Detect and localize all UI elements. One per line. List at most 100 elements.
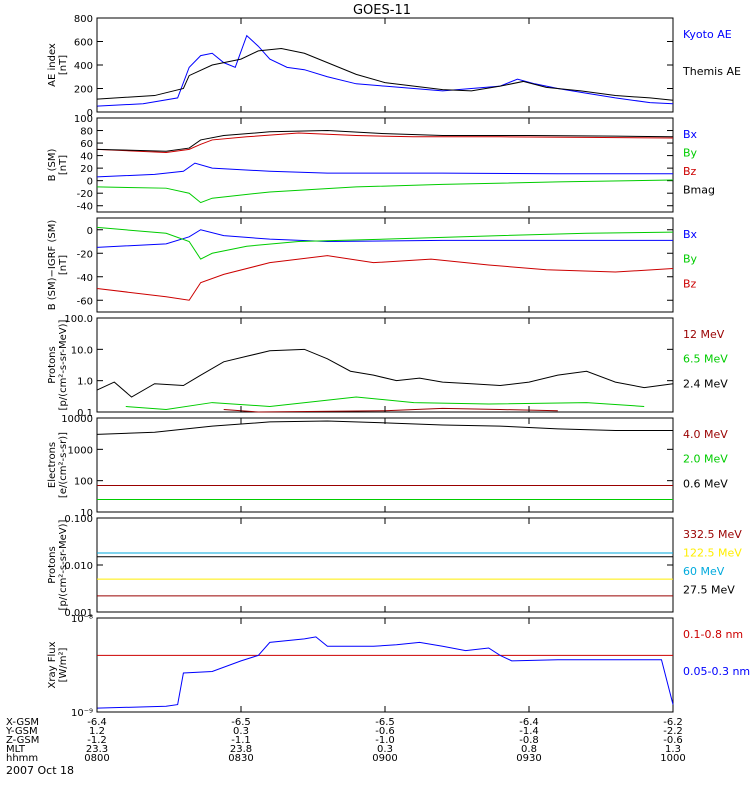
y-tick-label: 60 xyxy=(80,139,93,150)
y-tick-label: 1000 xyxy=(68,445,93,456)
y-axis-label-line: Electrons xyxy=(47,442,58,488)
y-tick-label: -40 xyxy=(77,273,93,284)
x-axis-value: 1000 xyxy=(660,753,685,764)
x-axis-value: -2.2 xyxy=(663,726,683,737)
legend-entry: Kyoto AE xyxy=(683,28,732,41)
panel-electrons: 10 100 1000 10000 Electrons [e/(cm²-s-sr)] 4.0… xyxy=(47,414,728,519)
x-axis-value: 23.8 xyxy=(230,744,252,755)
panel-frame xyxy=(96,117,674,213)
y-tick-label: 10⁻⁹ xyxy=(71,708,93,719)
x-row-label: hhmm xyxy=(6,753,38,764)
legend-entry: Bz xyxy=(683,277,697,290)
panel-ae: 0 200 400 600 800 AE index [nT] Kyoto AE Themis … xyxy=(47,14,741,119)
y-tick-label: 100.0 xyxy=(64,314,93,325)
x-row-label: Z-GSM xyxy=(6,735,39,746)
x-axis-value: -6.4 xyxy=(87,717,107,728)
x-axis-value: -1.1 xyxy=(231,735,251,746)
y-axis-label-line: [W/m²] xyxy=(58,647,69,682)
y-tick-label: 400 xyxy=(74,61,93,72)
y-tick-label: 100 xyxy=(74,114,93,125)
y-axis-label: Xray Flux [W/m²] xyxy=(47,641,69,688)
x-axis-value: -1.0 xyxy=(375,735,395,746)
y-tick-label: 0.010 xyxy=(64,561,93,572)
y-tick-label: 0.1 xyxy=(77,408,93,419)
x-axis-value: -6.2 xyxy=(663,717,683,728)
x-axis-value: 1.3 xyxy=(665,744,681,755)
legend-entry: 12 MeV xyxy=(683,328,725,341)
x-axis-value: 1.2 xyxy=(89,726,105,737)
y-axis-label-line: Protons xyxy=(47,346,58,383)
y-axis-label: B (SM)−IGRF (SM) [nT] xyxy=(47,220,69,311)
y-tick-label: 1.0 xyxy=(77,377,93,388)
legend-entry: 60 MeV xyxy=(683,565,725,578)
y-tick-label: 0.100 xyxy=(64,514,93,525)
y-tick-label: 100 xyxy=(74,477,93,488)
x-axis-value: -1.2 xyxy=(87,735,107,746)
panel-frame xyxy=(96,517,674,613)
y-axis-label: Electrons [e/(cm²-s-sr)] xyxy=(47,432,69,498)
y-tick-label: -60 xyxy=(77,296,93,307)
y-tick-label: 800 xyxy=(74,14,93,25)
x-row-label: MLT xyxy=(6,744,26,755)
x-axis-value: 0800 xyxy=(84,753,109,764)
panel-frame xyxy=(96,17,674,113)
y-tick-label: 0 xyxy=(87,108,93,119)
x-axis-value: -6.5 xyxy=(231,717,251,728)
y-tick-label: -20 xyxy=(77,249,93,260)
series-line-bz xyxy=(96,132,674,153)
panel-frame xyxy=(96,617,674,713)
series-line-2-4-mev xyxy=(96,348,674,398)
y-tick-label: 0 xyxy=(87,226,93,237)
legend-entry: 4.0 MeV xyxy=(683,428,728,441)
y-tick-label: -40 xyxy=(77,202,93,213)
legend-entry: 27.5 MeV xyxy=(683,584,735,597)
legend-entry: Bz xyxy=(683,165,697,178)
series-line-0-05-0-3-nm xyxy=(96,636,674,709)
x-axis-value: 0930 xyxy=(516,753,541,764)
x-axis-value: -0.6 xyxy=(375,726,395,737)
chart-title: GOES-11 xyxy=(353,3,411,18)
y-axis-label-line: [p/(cm²-s-sr-MeV)] xyxy=(58,319,69,410)
legend-entry: 6.5 MeV xyxy=(683,353,728,366)
legend-entry: 332.5 MeV xyxy=(683,528,742,541)
panel-frame xyxy=(96,417,674,513)
y-axis-label-line: AE index xyxy=(47,43,58,87)
legend-entry: Bmag xyxy=(683,184,715,197)
series-line-by xyxy=(96,226,674,260)
date-label: 2007 Oct 18 xyxy=(6,764,74,777)
y-axis-label: Protons [p/(cm²-s-sr-MeV)] xyxy=(47,519,69,610)
y-axis-label: Protons [p/(cm²-s-sr-MeV)] xyxy=(47,319,69,410)
series-line-themis-ae xyxy=(96,48,674,101)
x-axis-value: -6.4 xyxy=(519,717,539,728)
y-tick-label: 200 xyxy=(74,85,93,96)
legend-entry: 2.4 MeV xyxy=(683,377,728,390)
y-tick-label: 40 xyxy=(80,152,93,163)
legend-entry: Bx xyxy=(683,228,698,241)
series-line-bmag xyxy=(96,130,674,152)
y-axis-label-line: B (SM)−IGRF (SM) xyxy=(47,220,58,311)
y-tick-label: 0.001 xyxy=(64,608,93,619)
legend-entry: 0.05-0.3 nm xyxy=(683,665,750,678)
x-axis-labels: X-GSMY-GSMZ-GSMMLThhmm-6.41.2-1.223.3080… xyxy=(5,717,686,764)
x-row-label: X-GSM xyxy=(6,717,39,728)
series-line-by xyxy=(96,179,674,204)
legend-entry: 0.1-0.8 nm xyxy=(683,628,743,641)
y-axis-label-line: Xray Flux xyxy=(47,641,58,688)
y-tick-label: 10⁻⁸ xyxy=(71,614,93,625)
y-tick-label: -20 xyxy=(77,189,93,200)
y-tick-label: 10.0 xyxy=(71,345,93,356)
x-axis-value: -1.4 xyxy=(519,726,539,737)
legend-entry: Bx xyxy=(683,128,698,141)
series-line-12-mev xyxy=(223,407,558,413)
y-axis-label: B (SM) [nT] xyxy=(47,148,69,181)
x-axis-value: 0.3 xyxy=(377,744,393,755)
x-axis-value: 0830 xyxy=(228,753,253,764)
legend-entry: 122.5 MeV xyxy=(683,547,742,560)
panel-frame xyxy=(96,317,674,413)
legend-entry: 0.6 MeV xyxy=(683,477,728,490)
y-tick-label: 80 xyxy=(80,127,93,138)
y-tick-label: 600 xyxy=(74,38,93,49)
